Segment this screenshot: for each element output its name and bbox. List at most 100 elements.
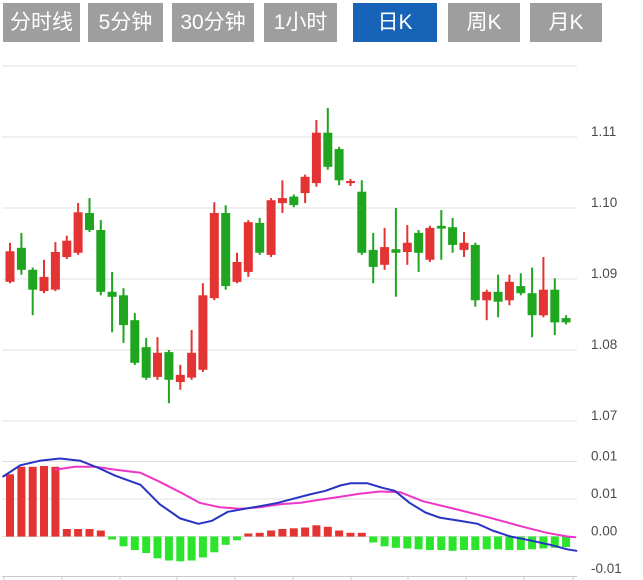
macd-axis-label: -0.01: [591, 561, 622, 576]
macd-bar: [471, 536, 480, 550]
candle: [561, 318, 571, 323]
candle: [5, 251, 15, 282]
macd-bar: [153, 536, 162, 559]
macd-bar: [312, 525, 321, 537]
candle: [243, 222, 253, 272]
tab-5分钟[interactable]: 5分钟: [88, 3, 163, 42]
candle: [85, 213, 94, 230]
macd-bar: [403, 536, 412, 549]
candle: [402, 242, 412, 252]
macd-bar: [425, 536, 434, 550]
macd-bar: [187, 536, 196, 561]
macd-bar: [51, 466, 60, 537]
candle: [175, 374, 185, 382]
candle: [368, 249, 378, 267]
tab-日K[interactable]: 日K: [353, 3, 437, 42]
timeframe-tabbar: 分时线 5分钟 30分钟 1小时 日K 周K 月K: [0, 0, 643, 46]
macd-bar: [346, 532, 355, 537]
candle: [527, 293, 537, 316]
macd-axis-labels: 0.01 0.01 0.00 -0.01: [591, 449, 622, 577]
candle: [493, 291, 503, 302]
candle: [130, 320, 140, 363]
price-axis-label: 1.09: [591, 266, 617, 281]
tab-1小时[interactable]: 1小时: [264, 3, 337, 42]
macd-bar: [74, 529, 83, 537]
macd-bar: [233, 536, 241, 541]
dea-line: [54, 465, 577, 539]
macd-bar: [244, 533, 253, 537]
macd-bar: [448, 536, 457, 551]
candle: [107, 291, 117, 297]
candle: [28, 269, 38, 290]
candle: [96, 230, 106, 292]
candle: [459, 242, 469, 250]
macd-bar: [562, 536, 571, 547]
price-axis-labels: 1.11 1.10 1.09 1.08 1.07: [591, 124, 617, 423]
macd-bar: [96, 530, 105, 537]
tab-周K[interactable]: 周K: [448, 3, 520, 42]
macd-bar: [164, 536, 173, 561]
macd-bar: [414, 536, 423, 550]
macd-bar: [437, 536, 446, 550]
macd-bar: [369, 536, 378, 543]
candle: [119, 295, 128, 326]
candle: [482, 291, 492, 301]
macd-axis-label: 0.01: [591, 486, 617, 501]
candle: [346, 181, 355, 184]
price-gridlines: [2, 65, 577, 422]
tab-月K[interactable]: 月K: [530, 3, 602, 42]
macd-bar: [357, 532, 366, 537]
price-axis-label: 1.11: [591, 124, 616, 139]
candle: [187, 352, 197, 378]
macd-bar: [278, 529, 287, 537]
macd-bar: [198, 536, 207, 558]
macd-bar: [550, 536, 559, 548]
macd-bar: [119, 536, 128, 547]
macd-bar: [482, 536, 491, 550]
candle: [16, 247, 26, 270]
candle: [221, 213, 231, 287]
candle: [198, 295, 208, 370]
macd-bar: [289, 528, 298, 537]
candle: [436, 225, 446, 229]
candle: [334, 149, 344, 181]
macd-bar: [17, 466, 26, 537]
candle: [62, 240, 72, 257]
candle: [289, 196, 299, 206]
candle: [209, 213, 219, 299]
price-axis-label: 1.10: [591, 195, 617, 210]
price-axis-label: 1.07: [591, 408, 617, 423]
macd-bar: [6, 474, 14, 537]
candle: [516, 286, 526, 294]
macd-gridlines: [2, 461, 577, 580]
candle: [141, 347, 151, 378]
price-axis-label: 1.08: [591, 337, 617, 352]
macd-bar: [85, 529, 94, 537]
macd-axis-label: 0.00: [591, 524, 617, 539]
macd-bar: [335, 530, 344, 537]
candle: [164, 352, 174, 380]
candle: [277, 198, 287, 204]
macd-bar: [528, 536, 537, 550]
candle: [550, 289, 560, 323]
candle: [300, 176, 310, 194]
macd-bar: [142, 536, 151, 553]
candle: [39, 276, 49, 292]
candle: [266, 200, 276, 255]
tab-30分钟[interactable]: 30分钟: [172, 3, 254, 42]
candle: [425, 227, 435, 260]
macd-bar: [323, 526, 332, 537]
macd-bar: [62, 529, 71, 537]
candle: [255, 222, 265, 253]
dif-line: [2, 457, 578, 552]
macd-bar: [494, 536, 503, 550]
candles-group: [5, 107, 571, 404]
tab-分时线[interactable]: 分时线: [3, 3, 80, 42]
candle: [311, 132, 321, 184]
candle: [391, 249, 401, 253]
candle: [504, 281, 514, 301]
macd-bar: [40, 466, 48, 537]
